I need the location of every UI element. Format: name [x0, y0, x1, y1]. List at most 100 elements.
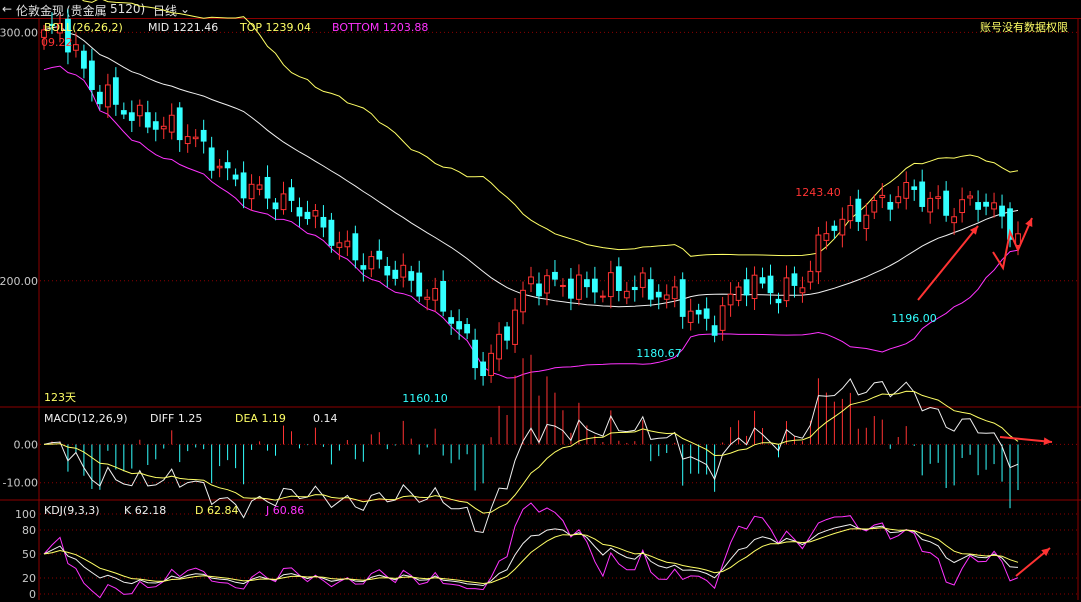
- candlestick: [855, 198, 862, 222]
- high-price-label: 1243.40: [795, 186, 841, 199]
- candlestick: [208, 147, 215, 171]
- candlestick: [216, 165, 223, 169]
- instrument-code: 5120): [110, 2, 146, 16]
- candlestick: [504, 326, 510, 341]
- candlestick: [591, 278, 598, 293]
- data-permission-notice: 账号没有数据权限: [980, 20, 1068, 34]
- back-arrow-icon[interactable]: ←: [2, 2, 13, 16]
- candlestick: [200, 129, 207, 142]
- candlestick: [935, 196, 942, 199]
- candlestick: [879, 194, 886, 199]
- candlestick: [631, 286, 638, 291]
- candlestick: [967, 195, 974, 199]
- candlestick: [599, 295, 606, 298]
- recent-low-price-label: 1196.00: [891, 312, 937, 325]
- candlestick: [248, 183, 255, 200]
- candlestick: [975, 202, 981, 210]
- candlestick: [96, 91, 103, 105]
- candlestick: [296, 207, 303, 217]
- candlestick: [144, 112, 151, 128]
- candlestick: [799, 287, 806, 294]
- candlestick: [903, 182, 910, 199]
- candlestick: [456, 321, 463, 330]
- candlestick: [1007, 208, 1013, 240]
- candlestick: [767, 275, 774, 294]
- candlestick: [831, 225, 838, 231]
- kdj-tick-label: 100: [15, 508, 36, 521]
- candlestick: [711, 325, 718, 336]
- candlestick: [663, 294, 670, 300]
- macd-legend-item: DEA 1.19: [235, 412, 286, 425]
- candlestick: [871, 199, 878, 213]
- candlestick: [344, 240, 351, 248]
- boll-params-label: BOLL(26,26,2): [44, 21, 123, 34]
- candlestick: [823, 233, 830, 241]
- kdj-params-label: KDJ(9,3,3): [44, 504, 100, 517]
- candlestick: [472, 339, 479, 369]
- candlestick: [280, 193, 287, 211]
- candlestick: [368, 256, 375, 270]
- candlestick: [536, 283, 542, 297]
- candlestick: [703, 308, 710, 319]
- kdj-tick-label: 50: [22, 548, 36, 561]
- macd-diff-line: [43, 377, 1019, 534]
- macd-legend-item: 0.14: [313, 412, 338, 425]
- candlestick: [911, 186, 918, 190]
- candlestick: [232, 174, 239, 180]
- candlestick: [440, 280, 447, 312]
- kdj-legend-item: K 62.18: [124, 504, 166, 517]
- candlestick: [424, 296, 431, 300]
- candlestick: [88, 60, 95, 90]
- boll-legend-bottom: BOTTOM 1203.88: [332, 21, 428, 34]
- candlestick: [360, 265, 367, 270]
- candlestick: [695, 309, 702, 315]
- chevron-down-icon[interactable]: ⌄: [180, 2, 191, 16]
- candlestick: [544, 275, 550, 294]
- boll-legend-mid: MID 1221.46: [148, 21, 218, 34]
- candlestick: [352, 233, 359, 261]
- candlestick: [647, 279, 654, 300]
- candlestick: [687, 310, 694, 323]
- candlestick: [480, 361, 486, 377]
- candlestick: [791, 273, 798, 286]
- candlestick: [41, 29, 47, 38]
- candlestick: [983, 201, 989, 207]
- candlestick: [264, 176, 271, 199]
- start-price-label: 09.22: [41, 36, 73, 49]
- macd-tick-label: 0.00: [14, 438, 39, 451]
- candlestick: [128, 112, 135, 121]
- title-bar: ← 伦敦金现 (贵金属 5120) 日线 ⌄: [0, 0, 1081, 19]
- candlestick: [576, 274, 582, 300]
- price-tick-label: 200.00: [0, 275, 38, 288]
- candlestick: [464, 324, 471, 334]
- price-tick-label: 300.00: [0, 26, 38, 39]
- candlestick: [655, 291, 662, 298]
- kdj-d-line: [43, 527, 1019, 585]
- candlestick: [743, 279, 750, 296]
- candlestick: [727, 293, 734, 306]
- candlestick: [328, 219, 335, 246]
- macd-arrow-annotation-head: [1043, 437, 1052, 446]
- candlestick: [81, 50, 87, 69]
- candlestick: [496, 333, 502, 360]
- mid-low-price-label: 1180.67: [636, 347, 682, 360]
- candlestick: [400, 264, 407, 278]
- candlestick: [408, 271, 415, 281]
- candlestick: [168, 114, 175, 133]
- candlestick: [568, 278, 574, 299]
- candlestick: [192, 136, 199, 140]
- candlestick: [112, 77, 119, 105]
- candlestick: [304, 211, 311, 220]
- macd-params-label: MACD(12,26,9): [44, 412, 128, 425]
- candlestick: [528, 276, 534, 285]
- candlestick: [560, 284, 566, 287]
- candlestick: [759, 277, 766, 284]
- candlestick: [288, 187, 295, 201]
- candlestick: [735, 286, 742, 301]
- boll-bottom-line: [43, 65, 1019, 379]
- candlestick: [623, 290, 630, 299]
- macd-dea-line: [43, 390, 1019, 514]
- candlestick: [320, 216, 327, 228]
- candlestick: [775, 298, 782, 304]
